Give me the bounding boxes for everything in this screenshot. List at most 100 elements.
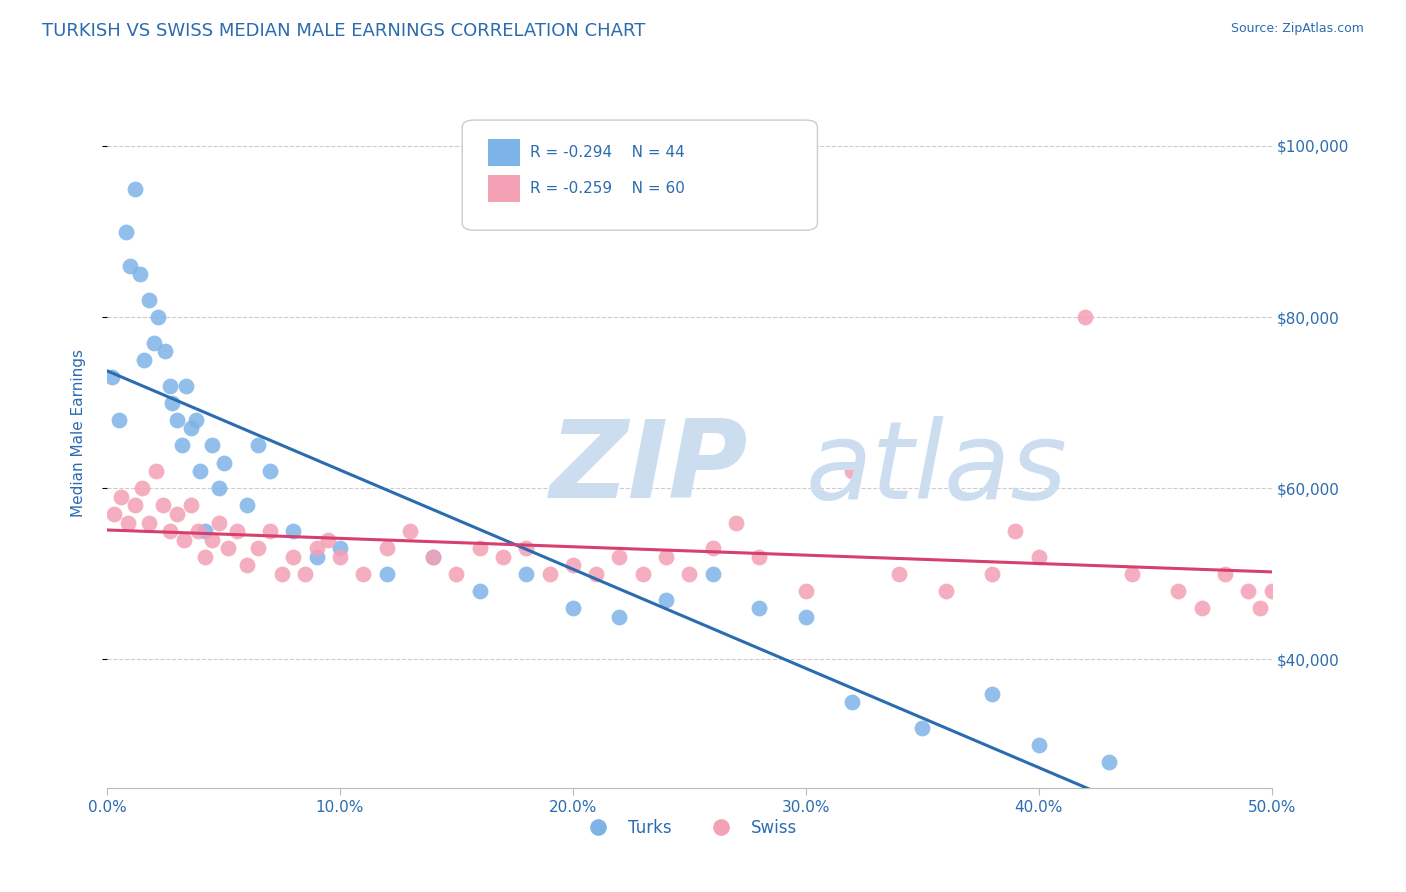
Point <box>180 421 202 435</box>
Point <box>180 499 202 513</box>
Point <box>515 566 537 581</box>
Point <box>208 481 231 495</box>
Point <box>259 524 281 538</box>
Point <box>124 499 146 513</box>
Point <box>305 541 328 556</box>
Point <box>170 438 193 452</box>
Point <box>981 687 1004 701</box>
Point <box>283 524 305 538</box>
Point <box>110 490 132 504</box>
Legend: Turks, Swiss: Turks, Swiss <box>575 812 804 844</box>
Point <box>103 507 125 521</box>
Point <box>187 524 209 538</box>
Point <box>152 499 174 513</box>
Point <box>1004 524 1026 538</box>
Point <box>1213 566 1236 581</box>
Point <box>217 541 239 556</box>
Bar <box>488 139 520 166</box>
Point <box>184 413 207 427</box>
Point <box>702 566 724 581</box>
Point <box>515 541 537 556</box>
Point <box>318 533 340 547</box>
Point <box>194 524 217 538</box>
Point <box>188 464 211 478</box>
Point <box>1028 549 1050 564</box>
Point <box>678 566 700 581</box>
Point <box>247 438 270 452</box>
Point <box>166 507 188 521</box>
Point <box>468 541 491 556</box>
Point <box>259 464 281 478</box>
Point <box>655 549 678 564</box>
Point <box>131 481 153 495</box>
Point <box>236 558 259 573</box>
Point <box>561 558 583 573</box>
Point <box>194 549 217 564</box>
Point <box>631 566 654 581</box>
Point <box>159 378 181 392</box>
Point <box>585 566 607 581</box>
FancyBboxPatch shape <box>463 120 817 230</box>
Point <box>120 259 142 273</box>
Point <box>201 438 224 452</box>
Point <box>609 609 631 624</box>
Point <box>283 549 305 564</box>
Point <box>329 541 352 556</box>
Point <box>934 584 956 599</box>
Point <box>1249 601 1271 615</box>
Point <box>145 464 167 478</box>
Bar <box>488 175 520 202</box>
Point <box>702 541 724 556</box>
Point <box>609 549 631 564</box>
Point <box>117 516 139 530</box>
Point <box>841 695 863 709</box>
Point <box>887 566 910 581</box>
Point <box>748 549 770 564</box>
Point <box>911 721 934 735</box>
Point <box>655 592 678 607</box>
Point <box>352 566 374 581</box>
Point <box>561 601 583 615</box>
Point <box>166 413 188 427</box>
Point <box>236 499 259 513</box>
Point <box>329 549 352 564</box>
Point <box>159 524 181 538</box>
Point <box>1097 755 1119 769</box>
Point <box>375 566 398 581</box>
Point <box>724 516 747 530</box>
Point <box>794 584 817 599</box>
Text: Source: ZipAtlas.com: Source: ZipAtlas.com <box>1230 22 1364 36</box>
Point <box>398 524 420 538</box>
Point <box>1074 310 1097 324</box>
Point <box>981 566 1004 581</box>
Point <box>1237 584 1260 599</box>
Point <box>1028 738 1050 752</box>
Point <box>134 352 156 367</box>
Point <box>201 533 224 547</box>
Point <box>208 516 231 530</box>
Point <box>1191 601 1213 615</box>
Point <box>841 464 863 478</box>
Point <box>446 566 468 581</box>
Point <box>468 584 491 599</box>
Point <box>162 395 184 409</box>
Point <box>1260 584 1282 599</box>
Text: ZIP: ZIP <box>550 415 748 521</box>
Y-axis label: Median Male Earnings: Median Male Earnings <box>72 349 86 516</box>
Point <box>294 566 316 581</box>
Point <box>1167 584 1189 599</box>
Point <box>538 566 561 581</box>
Point <box>422 549 444 564</box>
Point <box>128 268 150 282</box>
Point <box>173 533 195 547</box>
Text: R = -0.259    N = 60: R = -0.259 N = 60 <box>530 181 685 195</box>
Text: atlas: atlas <box>806 416 1067 521</box>
Point <box>226 524 249 538</box>
Text: R = -0.294    N = 44: R = -0.294 N = 44 <box>530 145 685 161</box>
Point <box>138 293 160 307</box>
Point <box>124 182 146 196</box>
Point <box>114 225 136 239</box>
Point <box>375 541 398 556</box>
Text: TURKISH VS SWISS MEDIAN MALE EARNINGS CORRELATION CHART: TURKISH VS SWISS MEDIAN MALE EARNINGS CO… <box>42 22 645 40</box>
Point <box>492 549 515 564</box>
